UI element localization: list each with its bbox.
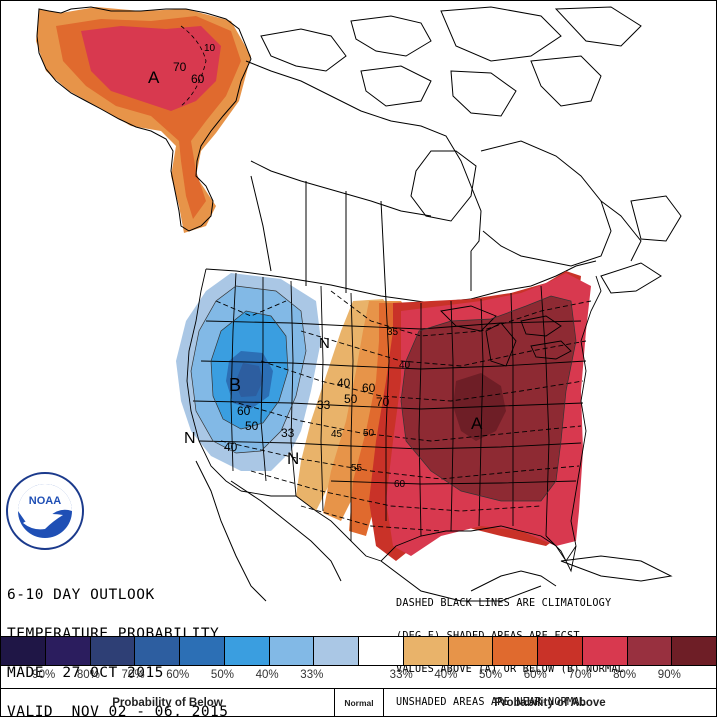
outlook-made-date: MADE 27 OCT 2015 <box>7 665 164 681</box>
legend-swatch-9 <box>403 637 449 665</box>
legend-label-9: 50% <box>479 669 503 681</box>
alaska-clim-10 <box>180 25 207 107</box>
legend-label-10: 60% <box>523 669 547 681</box>
legend-swatch-2 <box>90 637 136 665</box>
legend-label-0: 90% <box>32 669 56 681</box>
legend-swatch-15 <box>672 637 716 665</box>
legend-label-2: 70% <box>121 669 145 681</box>
west-contour-50: 50 <box>245 419 259 433</box>
legend-above-caption: Probability of Above <box>494 697 606 709</box>
legend-swatch-12 <box>538 637 583 665</box>
legend-color-bar <box>1 636 716 666</box>
clim-60: 60 <box>394 479 406 490</box>
legend-label-7: 33% <box>389 669 413 681</box>
below-70 <box>235 363 263 397</box>
outlook-valid-dates: VALID NOV 02 - 06, 2015 <box>7 704 229 717</box>
east-center-label: A <box>471 414 483 433</box>
east-contour-50: 50 <box>344 392 358 406</box>
legend-label-1: 80% <box>76 669 100 681</box>
alaska-contour-60: 60 <box>191 72 205 86</box>
east-contour-60: 60 <box>362 381 376 395</box>
us-state-lines <box>186 268 602 573</box>
clim-35: 35 <box>387 327 399 338</box>
west-contour-33: 33 <box>281 426 295 440</box>
legend-swatch-8 <box>359 637 404 665</box>
outlook-title: 6-10 DAY OUTLOOK <box>7 587 155 603</box>
legend-percent-labels: 90% 80% 70% 60% 50% 40% 33% 33% 40% 50% 60% 70% 80% 9… <box>1 669 716 685</box>
legend-swatch-6 <box>269 637 315 665</box>
east-contour-70: 70 <box>376 395 390 409</box>
legend-swatch-0 <box>1 637 46 665</box>
legend-swatch-11 <box>493 637 538 665</box>
west-normal-label: N <box>184 430 196 447</box>
note-climatology: DASHED BLACK LINES ARE CLIMATOLOGY <box>396 598 612 609</box>
alaska-center-label: A <box>148 68 160 87</box>
east-contour-40: 40 <box>337 376 351 390</box>
note-above-below: VALUES ABOVE (A) OR BELOW (B) NORMAL <box>396 664 625 675</box>
legend-swatch-4 <box>180 637 225 665</box>
legend-label-12: 80% <box>613 669 637 681</box>
legend-swatch-14 <box>627 637 673 665</box>
alaska-coast <box>36 6 252 232</box>
legend-swatch-10 <box>448 637 494 665</box>
alaska-clim-10: 10 <box>204 43 216 54</box>
legend-below-caption: Probability of Below <box>1 689 335 716</box>
legend-label-6: 33% <box>300 669 324 681</box>
noaa-logo-text: NOAA <box>29 495 61 507</box>
alaska-region <box>36 6 252 233</box>
east-above-region <box>296 271 591 561</box>
west-below-region <box>176 273 321 471</box>
clim-45: 45 <box>331 429 343 440</box>
legend-swatch-3 <box>135 637 180 665</box>
legend-swatch-7 <box>314 637 359 665</box>
legend-label-5: 40% <box>255 669 279 681</box>
legend-label-8: 40% <box>434 669 458 681</box>
climatology-lines <box>215 290 592 532</box>
temperature-outlook-map: A 70 60 10 B 60 50 40 33 N N N A 33 40 5… <box>36 6 682 602</box>
legend-swatch-5 <box>224 637 270 665</box>
probability-contours <box>190 285 577 502</box>
noaa-logo: NOAA <box>6 472 84 550</box>
note-near-normal: UNSHADED AREAS ARE NEAR-NORMAL <box>396 697 587 708</box>
legend-swatch-13 <box>582 637 628 665</box>
boundaries <box>195 6 682 602</box>
west-contour-60: 60 <box>237 404 251 418</box>
alaska-above-70 <box>81 26 221 111</box>
legend-label-3: 60% <box>166 669 190 681</box>
clim-55: 55 <box>351 463 363 474</box>
sw-normal-label: N <box>287 449 299 468</box>
clim-50: 50 <box>363 428 375 439</box>
alaska-contour-70: 70 <box>173 60 187 74</box>
legend-label-4: 50% <box>210 669 234 681</box>
legend-label-11: 70% <box>568 669 592 681</box>
legend-normal-caption: Normal <box>335 689 384 716</box>
west-contour-40: 40 <box>224 440 238 454</box>
legend-label-13: 90% <box>657 669 681 681</box>
legend-swatch-1 <box>45 637 91 665</box>
map-labels: A 70 60 10 B 60 50 40 33 N N N A 33 40 5… <box>148 43 483 490</box>
west-center-label: B <box>229 375 241 395</box>
legend-group-captions: Probability of Below Normal Probability … <box>1 688 716 716</box>
east-contour-33: 33 <box>317 398 331 412</box>
clim-40: 40 <box>399 360 411 371</box>
plains-normal-label: N <box>319 335 330 352</box>
